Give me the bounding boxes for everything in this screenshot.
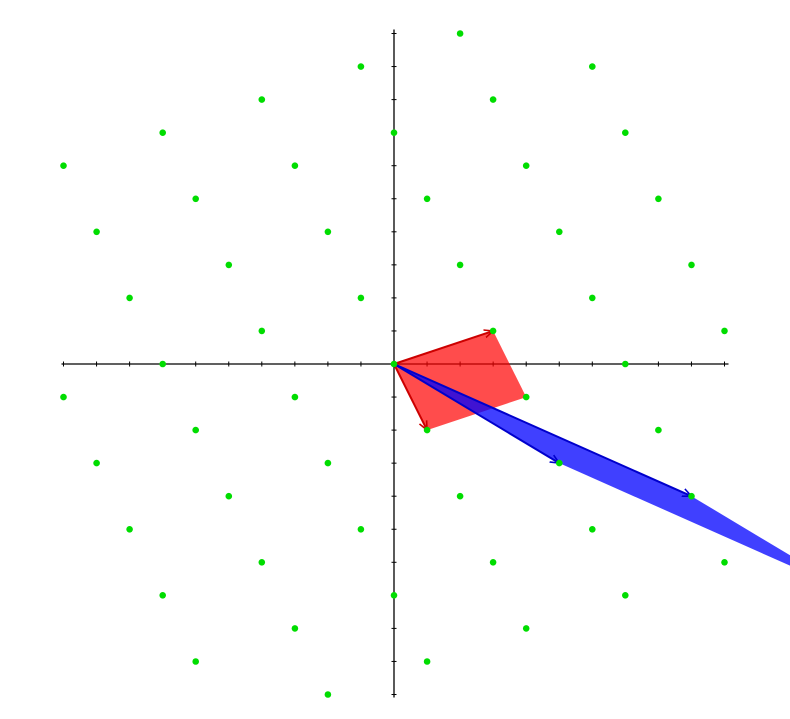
lattice-point (489, 327, 497, 335)
lattice-point (489, 559, 497, 566)
lattice-points (60, 30, 728, 698)
lattice-point (225, 261, 233, 269)
lattice-point (390, 592, 398, 599)
lattice-point (159, 360, 166, 368)
lattice-point (291, 162, 299, 169)
lattice-point (622, 360, 629, 368)
basis2-vector-2 (393, 363, 691, 498)
lattice-point (291, 393, 299, 401)
lattice-point (721, 559, 728, 566)
basis2-vector-1 (393, 363, 559, 463)
lattice-point (390, 360, 398, 368)
lattice-point (324, 459, 332, 467)
lattice-point (655, 195, 662, 203)
lattice-point (159, 592, 166, 599)
lattice-point (522, 393, 530, 401)
lattice-point (522, 162, 530, 169)
lattice-point (589, 294, 596, 302)
lattice-point (688, 492, 695, 500)
lattice-point (357, 294, 365, 302)
lattice-point (192, 426, 199, 434)
lattice-point (357, 63, 365, 70)
lattice-point (556, 459, 563, 467)
lattice-point (423, 658, 431, 665)
lattice-point (159, 129, 166, 136)
lattice-point (258, 327, 266, 335)
lattice-point (126, 294, 133, 302)
basis2-parallelogram (394, 364, 790, 566)
lattice-point (60, 162, 67, 169)
lattice-point (291, 625, 299, 632)
lattice-point (522, 625, 530, 632)
lattice-point (423, 195, 431, 203)
lattice-point (489, 96, 497, 103)
lattice-point (258, 96, 266, 103)
lattice-point (688, 261, 695, 269)
lattice-point (622, 592, 629, 599)
lattice-point (390, 129, 398, 136)
lattice-point (622, 129, 629, 136)
lattice-point (456, 261, 464, 269)
lattice-point (423, 426, 431, 434)
lattice-point (225, 492, 233, 500)
lattice-point (324, 691, 332, 698)
lattice-point (93, 459, 100, 467)
fundamental-domains (393, 330, 790, 566)
lattice-point (456, 492, 464, 500)
lattice-point (324, 228, 332, 236)
lattice-point (357, 526, 365, 533)
lattice-point (258, 559, 266, 566)
lattice-point (192, 195, 199, 203)
lattice-point (556, 228, 563, 236)
lattice-point (93, 228, 100, 236)
basis1-vector-1 (393, 331, 493, 365)
lattice-point (192, 658, 199, 665)
basis1-vector-2 (393, 363, 428, 430)
lattice-point (589, 63, 596, 70)
basis1-parallelogram (394, 330, 527, 431)
lattice-point (60, 393, 67, 401)
lattice-point (589, 526, 596, 533)
lattice-point (721, 327, 728, 335)
lattice-point (456, 30, 464, 37)
lattice-point (126, 526, 133, 533)
lattice-point (655, 426, 662, 434)
